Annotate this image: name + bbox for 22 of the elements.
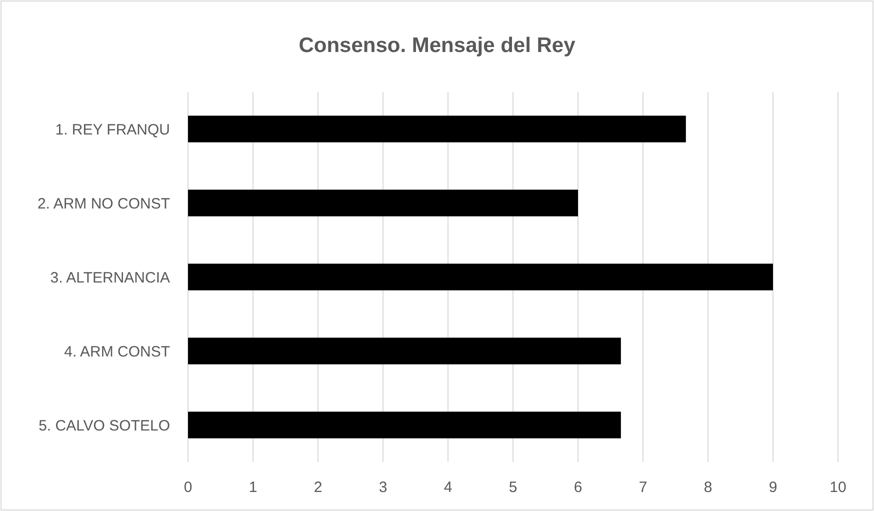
x-tick-label: 3	[378, 479, 388, 496]
bar	[188, 338, 621, 364]
y-tick-label: 4. ARM CONST	[64, 343, 170, 360]
x-tick-label: 5	[508, 479, 518, 496]
x-tick-label: 2	[314, 479, 322, 496]
chart-title: Consenso. Mensaje del Rey	[298, 34, 576, 57]
bar	[188, 264, 773, 290]
x-tick-label: 10	[830, 479, 846, 496]
bar	[188, 190, 578, 216]
bar	[188, 412, 621, 438]
x-tick-label: 0	[184, 479, 192, 496]
bar	[188, 116, 686, 142]
x-tick-label: 7	[638, 479, 648, 496]
y-tick-label: 2. ARM NO CONST	[37, 195, 170, 212]
x-tick-label: 8	[704, 479, 712, 496]
x-tick-label: 6	[574, 479, 582, 496]
y-tick-label: 5. CALVO SOTELO	[38, 417, 170, 434]
x-tick-label: 9	[768, 479, 778, 496]
y-tick-label: 3. ALTERNANCIA	[50, 269, 170, 286]
x-tick-label: 1	[248, 479, 258, 496]
y-tick-label: 1. REY FRANQU	[55, 121, 170, 138]
x-tick-label: 4	[444, 479, 452, 496]
